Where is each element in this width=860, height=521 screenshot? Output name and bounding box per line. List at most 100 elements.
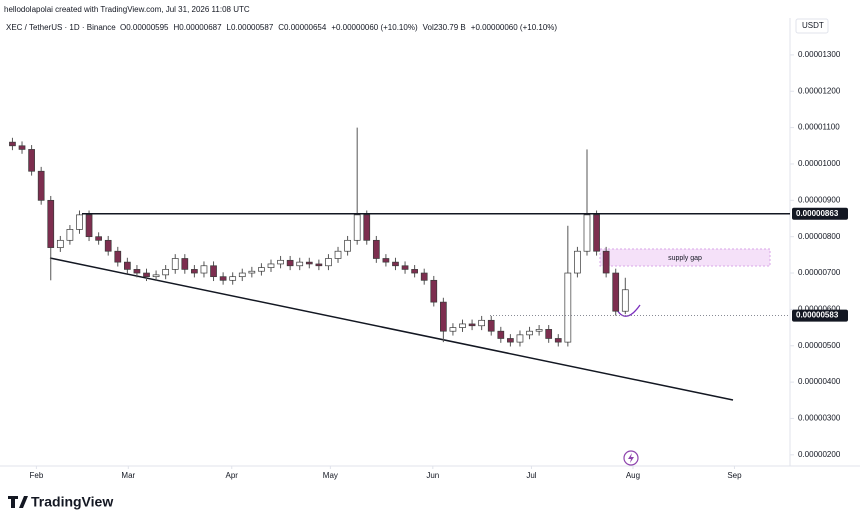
candle-body [621, 289, 629, 312]
candle-body [468, 323, 476, 327]
candle-body [18, 145, 26, 150]
x-tick-label: Jun [426, 471, 439, 480]
candle-body [334, 250, 342, 259]
candle-body [277, 259, 284, 265]
y-tick-label: 0.00000300 [798, 414, 841, 423]
candle-body [449, 327, 457, 332]
candle-body [382, 258, 390, 263]
unit-box [795, 18, 829, 34]
candle-body [56, 239, 64, 248]
candle-body [37, 170, 45, 201]
candle-body [353, 214, 361, 241]
candle-body [9, 141, 16, 147]
unit-label: USDT [802, 21, 824, 30]
candle-body [114, 250, 122, 263]
legend-value: +0.00000060 (+10.10%) [471, 23, 558, 32]
price-label-box [792, 309, 848, 322]
credit: hellodolapolai created with TradingView.… [4, 5, 250, 14]
candle-body [554, 338, 562, 343]
candle-body [85, 214, 93, 238]
candle-body [191, 269, 198, 274]
legend-value: +0.00000060 (+10.10%) [331, 23, 418, 32]
legend-label: Vol [423, 23, 434, 32]
candle-body [47, 199, 55, 248]
candle-body [535, 329, 543, 332]
x-tick-label: Feb [29, 471, 43, 480]
candle-body [593, 214, 600, 252]
chart-title: XEC / TetherUS · 1D · Binance [6, 23, 116, 32]
y-tick-label: 0.00000600 [798, 305, 841, 314]
y-tick-label: 0.00001100 [798, 123, 840, 132]
candle-body [95, 236, 102, 241]
y-tick-label: 0.00000400 [798, 377, 841, 386]
legend-label: O [120, 23, 126, 32]
candle-body [143, 272, 150, 278]
y-tick-label: 0.00001300 [798, 50, 841, 59]
candle-body [315, 263, 323, 267]
candle-body [296, 261, 304, 267]
candle-body [66, 229, 74, 241]
logo-text: TradingView [31, 494, 113, 510]
x-tick-label: Aug [626, 471, 640, 480]
candle-body [248, 270, 256, 274]
y-tick-label: 0.00000800 [798, 232, 841, 241]
candle-body [411, 269, 418, 274]
candle-body [267, 263, 275, 268]
candle-body [152, 274, 160, 278]
candle-body [507, 338, 514, 343]
candle-body [487, 319, 495, 332]
price-label-box [792, 207, 848, 220]
y-tick-label: 0.00001000 [798, 159, 841, 168]
x-tick-label: May [323, 471, 338, 480]
candle-body [459, 323, 466, 328]
candle-body [286, 259, 294, 267]
annotation: supply gap [668, 255, 702, 262]
candle-body [526, 330, 533, 336]
candle-body [325, 258, 332, 267]
candle-body [401, 265, 409, 270]
x-tick-label: Sep [727, 471, 742, 480]
candle-body [104, 239, 112, 252]
candle-body [497, 330, 505, 339]
candle-body [430, 279, 438, 303]
candle-body [305, 261, 313, 265]
candle-body [392, 261, 399, 267]
candle-body [229, 276, 237, 281]
legend-value: 0.00000595 [126, 23, 169, 32]
candle-body [478, 319, 486, 327]
candle-body [372, 239, 380, 259]
price-label: 0.00000863 [796, 209, 839, 218]
supply-gap-zone [599, 248, 771, 267]
legend-value: 230.79 B [434, 23, 466, 32]
candle-body [181, 258, 189, 270]
logo: TradingView [8, 494, 113, 510]
candle-body [583, 214, 591, 252]
candle-body [162, 269, 170, 276]
candle-body [200, 265, 208, 274]
candle-body [440, 301, 447, 332]
y-tick-label: 0.00000500 [798, 341, 841, 350]
logo-mark [8, 496, 28, 508]
candle-body [28, 149, 35, 172]
event-icon-bolt [628, 453, 634, 463]
x-tick-label: Jul [526, 471, 536, 480]
candle-body [363, 214, 371, 241]
x-tick-label: Mar [121, 471, 135, 480]
legend: O 0.00000595 H 0.00000687 L 0.00000587 C 0.0000… [120, 23, 557, 32]
legend-value: 0.00000687 [179, 23, 222, 32]
candle-body [516, 334, 524, 343]
y-tick-label: 0.00001200 [798, 86, 841, 95]
candle-body [171, 258, 179, 270]
candle-body [258, 267, 265, 272]
candle-body [219, 276, 227, 281]
candle-body [344, 239, 351, 252]
candle-body [124, 261, 131, 270]
y-tick-label: 0.00000200 [798, 450, 841, 459]
x-tick-label: Apr [226, 471, 239, 480]
candle-body [420, 272, 428, 281]
legend-label: C [278, 23, 284, 32]
legend-value: 0.00000654 [284, 23, 327, 32]
price-label: 0.00000583 [796, 311, 839, 320]
